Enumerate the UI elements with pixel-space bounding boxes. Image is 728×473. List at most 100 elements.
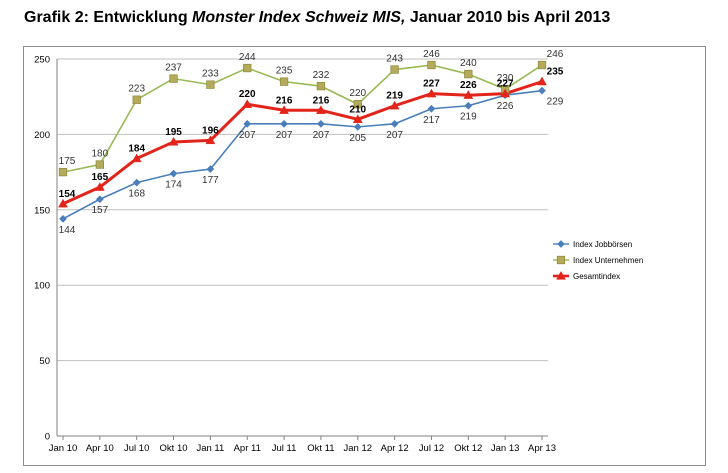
title-prefix: Grafik 2: Entwicklung xyxy=(24,9,193,26)
data-label: 177 xyxy=(202,175,219,186)
x-tick-label: Jul 10 xyxy=(124,443,149,454)
y-tick-label: 200 xyxy=(34,130,50,141)
data-point xyxy=(94,182,105,191)
data-label: 217 xyxy=(423,115,440,126)
x-tick-label: Jan 13 xyxy=(491,443,520,454)
data-point xyxy=(58,167,68,177)
data-label: 207 xyxy=(276,130,293,141)
data-label: 223 xyxy=(128,84,145,95)
data-label: 168 xyxy=(128,189,145,200)
data-point xyxy=(500,88,511,98)
data-point xyxy=(353,122,362,131)
data-point xyxy=(58,198,68,208)
data-point xyxy=(427,60,436,70)
data-point xyxy=(464,101,473,110)
data-label: 244 xyxy=(239,52,256,63)
page-title: Grafik 2: Entwicklung Monster Index Schw… xyxy=(24,9,610,27)
data-point xyxy=(280,119,289,128)
data-label: 205 xyxy=(349,133,366,144)
x-tick-label: Apr 11 xyxy=(234,443,261,454)
data-label: 175 xyxy=(59,156,76,167)
data-point xyxy=(389,100,400,110)
data-point xyxy=(132,95,141,104)
data-label: 220 xyxy=(349,88,366,99)
title-italic: Monster Index Schweiz MIS, xyxy=(192,9,406,26)
legend-entry: Index Jobbörsen xyxy=(573,240,632,249)
data-label: 220 xyxy=(239,89,256,100)
legend-entry: Index Unternehmen xyxy=(573,256,643,265)
data-label: 246 xyxy=(423,49,440,60)
y-tick-label: 250 xyxy=(34,55,50,66)
series-line-0 xyxy=(62,89,543,220)
data-label: 230 xyxy=(497,73,514,84)
data-label: 144 xyxy=(59,225,76,236)
data-point xyxy=(538,86,546,95)
legend-marker xyxy=(557,240,565,248)
data-point xyxy=(131,153,142,163)
data-point xyxy=(463,90,474,99)
x-tick-label: Okt 10 xyxy=(160,443,188,454)
data-point xyxy=(537,60,547,70)
data-point xyxy=(205,135,216,145)
data-point xyxy=(132,178,141,187)
title-suffix: Januar 2010 bis April 2013 xyxy=(405,9,611,26)
data-point xyxy=(390,65,399,74)
data-point xyxy=(168,136,179,146)
data-label: 240 xyxy=(460,58,477,69)
data-label: 174 xyxy=(165,180,182,191)
data-label: 216 xyxy=(313,95,330,106)
y-tick-label: 150 xyxy=(34,205,50,216)
data-label: 243 xyxy=(386,54,403,65)
data-point xyxy=(242,99,253,108)
data-label: 233 xyxy=(202,69,219,80)
series-line-1 xyxy=(62,64,543,173)
data-label: 196 xyxy=(202,125,219,136)
legend-entry: Gesamtindex xyxy=(573,272,620,281)
data-point xyxy=(206,80,215,89)
y-tick-label: 100 xyxy=(34,281,50,292)
x-tick-label: Apr 10 xyxy=(86,443,114,454)
data-label: 232 xyxy=(313,70,330,81)
data-label: 165 xyxy=(92,172,109,183)
data-label: 237 xyxy=(165,63,182,74)
data-point xyxy=(352,114,363,123)
data-label: 184 xyxy=(128,144,145,155)
x-tick-label: Apr 13 xyxy=(528,443,556,454)
data-point xyxy=(279,77,289,86)
data-label: 157 xyxy=(92,205,109,216)
data-point xyxy=(279,105,290,114)
data-label: 207 xyxy=(386,130,403,141)
data-label: 219 xyxy=(386,91,403,102)
data-point xyxy=(426,88,437,98)
x-tick-label: Okt 11 xyxy=(307,443,334,454)
data-label: 180 xyxy=(92,149,109,160)
series-line-2 xyxy=(62,80,543,206)
legend-marker xyxy=(556,255,566,265)
data-label: 227 xyxy=(423,79,440,90)
data-point xyxy=(353,100,362,109)
data-label: 229 xyxy=(547,97,564,108)
data-label: 246 xyxy=(547,49,564,60)
data-point xyxy=(316,81,326,91)
data-point xyxy=(316,119,325,128)
data-point xyxy=(243,63,252,73)
data-label: 210 xyxy=(349,104,366,115)
x-tick-label: Jul 12 xyxy=(419,443,444,454)
data-point xyxy=(390,119,399,128)
data-label: 207 xyxy=(239,130,256,141)
data-point xyxy=(206,165,215,174)
data-label: 154 xyxy=(59,189,76,200)
data-label: 195 xyxy=(165,127,182,138)
data-point xyxy=(169,169,178,178)
data-point xyxy=(95,195,104,204)
data-label: 226 xyxy=(497,101,514,112)
data-point xyxy=(537,76,547,86)
data-point xyxy=(243,119,252,128)
x-tick-label: Jul 11 xyxy=(272,443,297,454)
data-point xyxy=(169,74,178,83)
data-label: 235 xyxy=(547,67,564,78)
data-label: 227 xyxy=(497,79,514,90)
x-tick-label: Apr 12 xyxy=(381,443,409,454)
data-point xyxy=(59,214,67,223)
